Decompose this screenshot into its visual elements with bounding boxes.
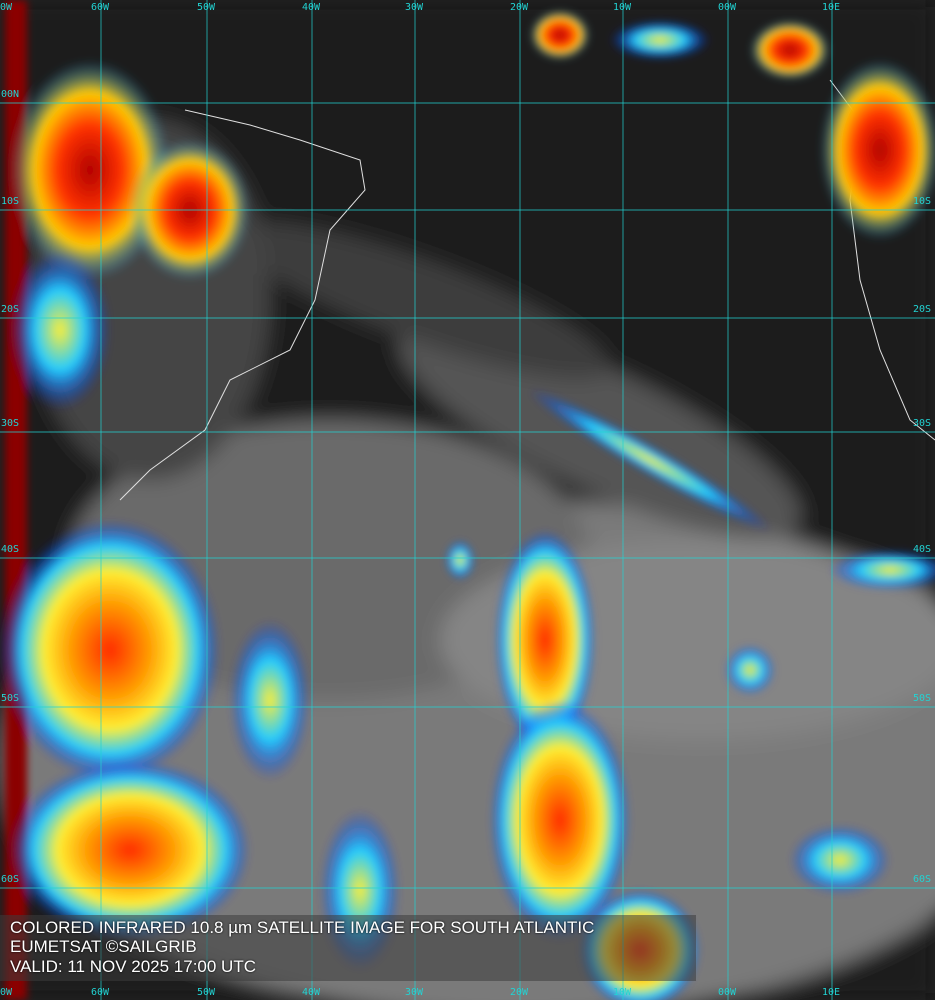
latitude-label-left: 00N (1, 89, 20, 100)
longitude-label-bottom: 10W (613, 987, 632, 998)
longitude-label-top: 10E (822, 2, 841, 13)
latitude-label-right: 10S (913, 196, 932, 207)
longitude-label-bottom: 00W (718, 987, 737, 998)
latitude-label-left: 30S (1, 418, 20, 429)
longitude-label-bottom: 10E (822, 987, 841, 998)
longitude-label-top: 60W (91, 2, 110, 13)
caption-box: COLORED INFRARED 10.8 µm SATELLITE IMAGE… (0, 915, 696, 981)
caption-valid-time: VALID: 11 NOV 2025 17:00 UTC (10, 957, 256, 976)
longitude-label-top: 20W (510, 2, 529, 13)
longitude-label-top: 50W (197, 2, 216, 13)
longitude-label-bottom: 0W (0, 987, 13, 998)
coastline-south-america (119, 109, 366, 501)
longitude-label-bottom: 60W (91, 987, 110, 998)
longitude-label-top: 10W (613, 2, 632, 13)
latitude-label-right: 40S (913, 544, 932, 555)
longitude-label-top: 00W (718, 2, 737, 13)
latitude-label-left: 60S (1, 874, 20, 885)
latitude-label-right: 20S (913, 304, 932, 315)
latitude-label-left: 10S (1, 196, 20, 207)
latitude-label-left: 20S (1, 304, 20, 315)
latitude-label-right: 30S (913, 418, 932, 429)
longitude-label-bottom: 20W (510, 987, 529, 998)
longitude-label-top: 40W (302, 2, 321, 13)
longitude-label-bottom: 40W (302, 987, 321, 998)
caption-source: EUMETSAT ©SAILGRIB (10, 937, 197, 956)
latitude-label-right: 50S (913, 693, 932, 704)
longitude-label-bottom: 30W (405, 987, 424, 998)
caption-title: COLORED INFRARED 10.8 µm SATELLITE IMAGE… (10, 918, 595, 937)
latitude-label-right: 60S (913, 874, 932, 885)
latitude-label-left: 40S (1, 544, 20, 555)
longitude-label-top: 0W (0, 2, 13, 13)
longitude-label-top: 30W (405, 2, 424, 13)
longitude-label-bottom: 50W (197, 987, 216, 998)
latitude-label-left: 50S (1, 693, 20, 704)
